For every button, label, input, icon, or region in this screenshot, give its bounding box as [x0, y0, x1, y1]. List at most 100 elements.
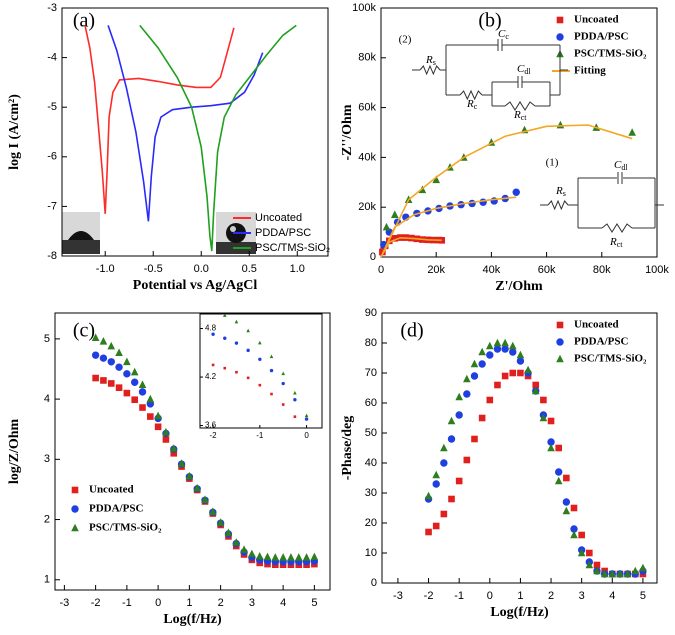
y-tick-label: 1 — [44, 574, 50, 586]
marker — [115, 363, 123, 371]
marker — [99, 337, 108, 345]
series-line — [84, 25, 235, 214]
marker — [570, 504, 578, 512]
circuit-resistor — [547, 199, 569, 211]
marker — [100, 377, 107, 384]
x-tick-label: -2 — [424, 590, 434, 602]
x-tick-label: 1 — [517, 590, 523, 602]
marker — [455, 392, 463, 401]
component-symbol: C — [517, 63, 525, 75]
x-tick-label: 100k — [645, 264, 669, 276]
marker — [516, 357, 525, 365]
legend-label: Uncoated — [574, 14, 619, 26]
circuit-component-label: Cdl — [614, 159, 628, 172]
marker — [531, 386, 540, 395]
marker — [447, 435, 456, 443]
marker — [432, 480, 440, 488]
marker — [479, 198, 487, 206]
y-tick-label: 70 — [365, 367, 377, 379]
marker — [539, 413, 548, 422]
marker — [509, 348, 517, 356]
marker — [457, 607, 460, 610]
x-tick-label: -1 — [454, 590, 464, 602]
marker — [446, 608, 449, 611]
marker — [463, 390, 471, 398]
y-tick-label: 3 — [44, 453, 50, 465]
legend-marker — [556, 16, 564, 24]
marker — [269, 368, 274, 373]
y-tick-label: 90 — [365, 307, 377, 319]
marker — [131, 396, 138, 404]
marker — [162, 427, 170, 436]
marker — [375, 529, 378, 532]
component-symbol: C — [614, 159, 622, 171]
circuit-component-label: Rc — [466, 98, 478, 111]
marker — [457, 612, 460, 615]
circuit-resistor — [419, 64, 441, 76]
marker — [281, 371, 286, 376]
marker — [586, 549, 593, 557]
marker — [138, 380, 147, 388]
marker — [478, 360, 486, 368]
marker — [130, 378, 139, 386]
circuit-wire — [632, 178, 664, 229]
marker — [222, 314, 227, 317]
marker — [494, 381, 501, 389]
marker — [248, 549, 256, 558]
marker — [281, 403, 285, 406]
marker — [123, 370, 131, 378]
component-symbol: R — [609, 236, 617, 248]
circuit-component-label: Rs — [555, 185, 566, 198]
legend-label: PSC/TMS-SiO₂ — [255, 242, 330, 254]
y-axis-label: -Phase/deg — [340, 416, 355, 481]
y-tick-label: -6 — [47, 151, 57, 163]
marker — [470, 372, 479, 380]
x-tick-label: -1.0 — [96, 263, 115, 275]
marker — [302, 553, 311, 561]
marker — [154, 423, 162, 431]
component-subscript: c — [505, 32, 509, 41]
marker — [469, 613, 472, 616]
marker — [608, 569, 617, 578]
marker — [387, 546, 390, 549]
legend-label: Fitting — [574, 65, 606, 77]
x-tick-label: 1 — [186, 597, 192, 609]
y-tick-label: 100k — [352, 2, 376, 14]
circuit-capacitor — [617, 172, 623, 184]
marker — [547, 417, 555, 425]
circuit-capacitor — [517, 76, 523, 88]
panel-label: (a) — [73, 10, 95, 32]
y-tick-label: 10 — [365, 547, 377, 559]
y-axis-label: -Z''/Ohm — [340, 104, 355, 160]
marker — [501, 338, 509, 347]
marker — [501, 372, 509, 380]
marker — [547, 443, 555, 452]
marker — [107, 358, 115, 366]
inset-x-tick-label: -1 — [256, 431, 264, 440]
x-tick-label: 0.0 — [194, 263, 209, 275]
legend-label: PDDA/PSC — [89, 503, 143, 515]
panel-label: (d) — [400, 320, 423, 342]
component-subscript: ct — [617, 240, 624, 249]
marker — [517, 369, 524, 377]
marker — [578, 531, 585, 539]
inset-y-tick-label: 4.8 — [205, 324, 217, 333]
marker — [170, 450, 178, 457]
marker — [445, 599, 449, 603]
legend-marker — [71, 523, 79, 532]
legend-marker — [556, 338, 564, 346]
marker — [139, 404, 146, 411]
marker — [147, 413, 154, 420]
circuit-component-label: Rct — [609, 236, 623, 249]
marker — [304, 413, 309, 418]
marker — [352, 499, 355, 502]
marker — [554, 468, 563, 476]
marker — [263, 552, 272, 561]
marker — [235, 370, 238, 374]
component-subscript: s — [563, 189, 566, 198]
legend-label: Uncoated — [255, 212, 302, 224]
marker — [425, 528, 432, 536]
marker — [363, 512, 366, 515]
marker — [563, 474, 570, 482]
marker — [577, 548, 586, 557]
